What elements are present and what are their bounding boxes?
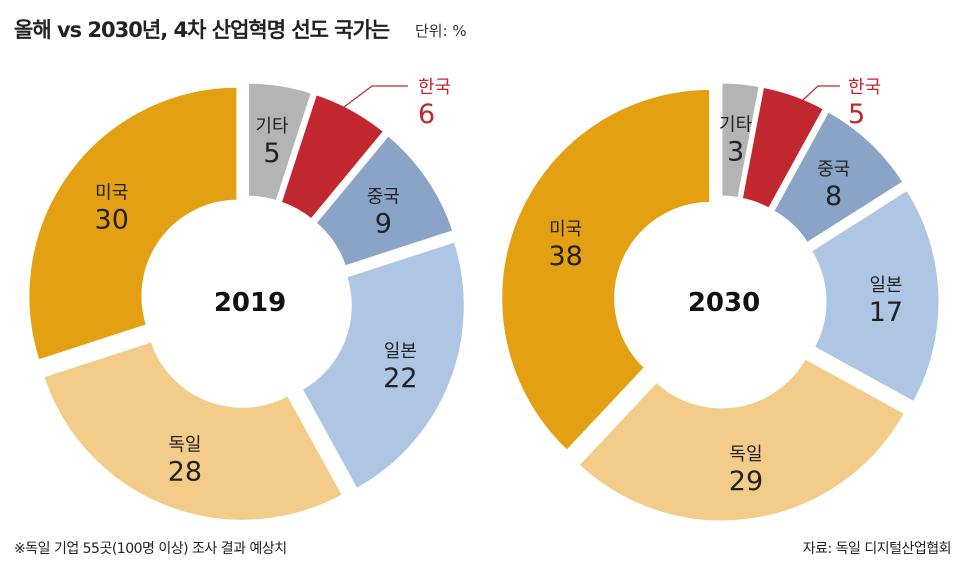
slice-label-name: 독일	[168, 434, 201, 455]
slice-label-value: 29	[729, 466, 763, 497]
chart-title: 올해 vs 2030년, 4차 산업혁명 선도 국가는	[14, 18, 390, 42]
slice-label-name: 일본	[869, 275, 902, 296]
slice-2019-일본	[299, 238, 467, 492]
slice-2019-독일	[40, 338, 346, 523]
slice-label-name: 독일	[729, 444, 762, 465]
slice-label-name: 중국	[817, 159, 850, 180]
slice-2030-미국	[499, 86, 713, 454]
slice-2019-미국	[26, 84, 240, 363]
slice-label-name: 일본	[384, 341, 417, 362]
slice-2030-독일	[575, 355, 908, 524]
footnote: ※독일 기업 55곳(100명 이상) 조사 결과 예상치	[14, 541, 287, 557]
slice-label-name: 미국	[549, 219, 582, 240]
slice-label-value: 28	[168, 456, 202, 487]
slice-label-name: 미국	[95, 182, 128, 203]
slice-label-value: 17	[869, 297, 903, 328]
slice-label-value: 38	[548, 241, 582, 272]
donut-center-year: 2030	[688, 288, 760, 318]
slice-label-value: 30	[95, 204, 129, 235]
slice-label-value: 5	[848, 99, 865, 130]
slice-label-value: 8	[825, 181, 842, 212]
slice-label-value: 22	[383, 363, 417, 394]
slice-label-name: 기타	[719, 115, 753, 136]
slice-2019-기타	[246, 80, 315, 204]
slice-label-name: 중국	[367, 187, 400, 208]
slice-label-value: 3	[727, 137, 744, 168]
slice-2030-기타	[719, 80, 763, 201]
unit-label: 단위: %	[415, 22, 467, 40]
slice-label-name: 한국	[848, 77, 881, 98]
slice-2019-한국	[278, 91, 387, 223]
slice-2030-한국	[739, 84, 827, 212]
slice-label-value: 6	[418, 99, 435, 130]
source-note: 자료: 독일 디지털산업협회	[802, 541, 952, 557]
callout-leader-line	[339, 85, 408, 111]
donut-center-year: 2019	[214, 288, 286, 318]
slice-label-value: 5	[263, 138, 280, 169]
slice-label-name: 기타	[255, 116, 289, 137]
slice-label-name: 한국	[418, 77, 451, 98]
slice-label-value: 9	[375, 209, 392, 240]
slice-2030-일본	[808, 187, 942, 405]
slice-2030-중국	[770, 108, 907, 246]
slice-2019-중국	[312, 132, 456, 269]
callout-leader-line	[791, 85, 840, 111]
